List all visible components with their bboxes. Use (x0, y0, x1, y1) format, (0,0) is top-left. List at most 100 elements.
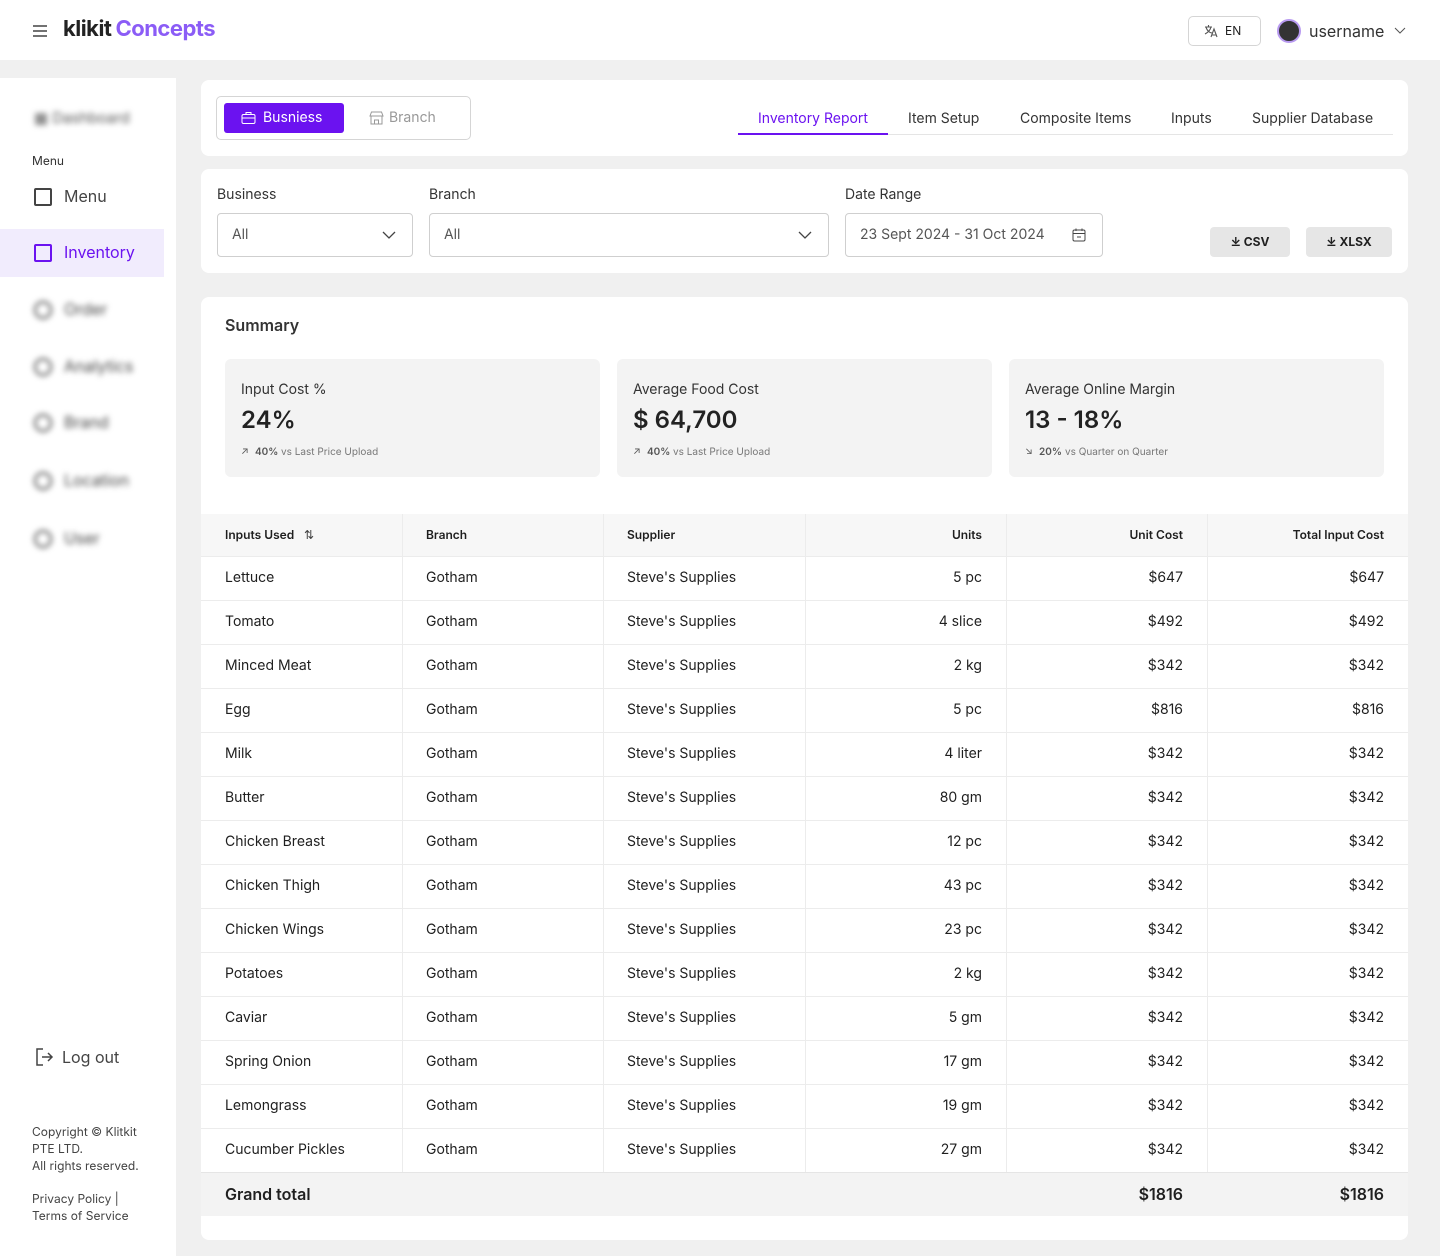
tab-underline (738, 133, 888, 135)
logo-a: klikit (63, 16, 112, 42)
card-value: 13 - 18% (1025, 405, 1124, 434)
summary-card: Average Food Cost $ 64,700 ↗ 40% vs Last Pri… (617, 359, 992, 477)
total-input-cost: $1816 (1339, 1184, 1384, 1204)
copyright-line: All rights reserved. (32, 1158, 139, 1173)
table-cell: Steve's Supplies (627, 789, 737, 806)
table-cell: Gotham (426, 1053, 478, 1070)
table-cell: $342 (1348, 877, 1384, 894)
table-cell: Chicken Thigh (225, 877, 321, 894)
sort-icon[interactable]: ⇅ (304, 527, 315, 542)
table-cell: Gotham (426, 1097, 478, 1114)
nav-active-bg (0, 229, 164, 277)
column-header[interactable]: Units (951, 527, 982, 542)
logout-label: Log out (62, 1047, 120, 1067)
table-cell: Gotham (426, 965, 478, 982)
table-cell: $492 (1147, 613, 1183, 630)
table-cell: Steve's Supplies (627, 613, 737, 630)
table-cell: Gotham (426, 877, 478, 894)
tab[interactable]: Item Setup (908, 110, 980, 127)
terms-link[interactable]: Terms of Service (32, 1208, 129, 1223)
privacy-link[interactable]: Privacy Policy | (32, 1191, 119, 1206)
tab[interactable]: Supplier Database (1252, 110, 1374, 127)
table-cell: Minced Meat (225, 657, 312, 674)
footer-links: Privacy Policy | Terms of Service (32, 1190, 129, 1224)
table-cell: 27 gm (940, 1141, 982, 1158)
card-label: Average Food Cost (633, 381, 759, 398)
tab[interactable]: Composite Items (1020, 110, 1132, 127)
tab[interactable]: Inputs (1171, 110, 1212, 127)
table-cell: Lettuce (225, 569, 275, 586)
column-header[interactable]: Supplier (627, 527, 676, 542)
column-header[interactable]: Unit Cost (1129, 527, 1183, 542)
table-cell: Gotham (426, 921, 478, 938)
filter-select[interactable]: All (429, 213, 829, 257)
table-cell: $342 (1147, 1097, 1183, 1114)
table-cell: Milk (225, 745, 253, 762)
username[interactable]: username (1309, 21, 1385, 41)
logout[interactable]: Log out (34, 1047, 119, 1067)
table-cell: Gotham (426, 569, 478, 586)
table-cell: Lemongrass (225, 1097, 307, 1114)
nav-label: Analytics (64, 356, 134, 376)
table-cell: Steve's Supplies (627, 657, 737, 674)
table-cell: $342 (1348, 1141, 1384, 1158)
filter-select[interactable]: 23 Sept 2024 - 31 Oct 2024 (845, 213, 1103, 257)
table-cell: 4 slice (938, 613, 982, 630)
nav-icon (34, 414, 52, 432)
table-cell: 4 liter (944, 745, 982, 762)
row-rule (201, 864, 1408, 865)
filter-label: Date Range (845, 186, 922, 203)
card-note: vs Last Price Upload (673, 446, 771, 458)
toggle-branch[interactable]: Branch (369, 103, 436, 133)
table-cell: 43 pc (943, 877, 982, 894)
export-button[interactable]: ⤓ CSV (1210, 227, 1290, 257)
table-cell: $342 (1147, 1009, 1183, 1026)
nav-dashboard[interactable]: ▦ Dashboard (34, 108, 130, 127)
chevron (382, 231, 396, 239)
nav-icon (34, 244, 52, 262)
table-cell: $342 (1147, 921, 1183, 938)
table-cell: $342 (1348, 1009, 1384, 1026)
sidebar: ▦ Dashboard Menu Log out Copyright © Kli… (0, 78, 176, 1256)
row-rule (201, 644, 1408, 645)
row-rule (201, 556, 1408, 557)
column-header[interactable]: Branch (426, 527, 468, 542)
table-cell: Steve's Supplies (627, 877, 737, 894)
column-header[interactable]: Inputs Used (225, 527, 295, 542)
table-cell: Steve's Supplies (627, 965, 737, 982)
row-rule (201, 1128, 1408, 1129)
logo-b: Concepts (115, 16, 216, 42)
column-divider (1207, 514, 1208, 1216)
table-cell: Chicken Breast (225, 833, 325, 850)
menu-toggle[interactable] (32, 24, 48, 38)
table-cell: Chicken Wings (225, 921, 325, 938)
filter-select[interactable]: All (217, 213, 413, 257)
table-cell: $342 (1348, 657, 1384, 674)
table-cell: $342 (1348, 789, 1384, 806)
nav-label: Location (64, 470, 130, 490)
table-cell: $342 (1147, 833, 1183, 850)
column-divider (603, 514, 604, 1216)
table-cell: Gotham (426, 745, 478, 762)
header: klikit Concepts EN username (0, 0, 1440, 60)
nav-icon (34, 358, 52, 376)
avatar (1277, 19, 1301, 43)
table-cell: $342 (1348, 1053, 1384, 1070)
table-cell: Steve's Supplies (627, 921, 737, 938)
tab[interactable]: Inventory Report (758, 110, 868, 127)
toggle-business[interactable]: Busniess (224, 103, 344, 133)
filter-value: 23 Sept 2024 - 31 Oct 2024 (860, 226, 1045, 243)
filter-label: Branch (429, 186, 476, 203)
export-label: XLSX (1339, 234, 1372, 249)
copyright: Copyright © Klitkit PTE LTD. All rights re… (32, 1123, 139, 1174)
export-button[interactable]: ⤓ XLSX (1306, 227, 1392, 257)
logo[interactable]: klikit Concepts (63, 16, 216, 42)
nav-icon (34, 472, 52, 490)
nav-icon (34, 301, 52, 319)
table-cell: Egg (225, 701, 251, 718)
column-header[interactable]: Total Input Cost (1292, 527, 1384, 542)
card-change: 40% (255, 446, 279, 458)
row-rule (201, 996, 1408, 997)
table-cell: Butter (225, 789, 265, 806)
language-button[interactable]: EN (1188, 16, 1261, 46)
